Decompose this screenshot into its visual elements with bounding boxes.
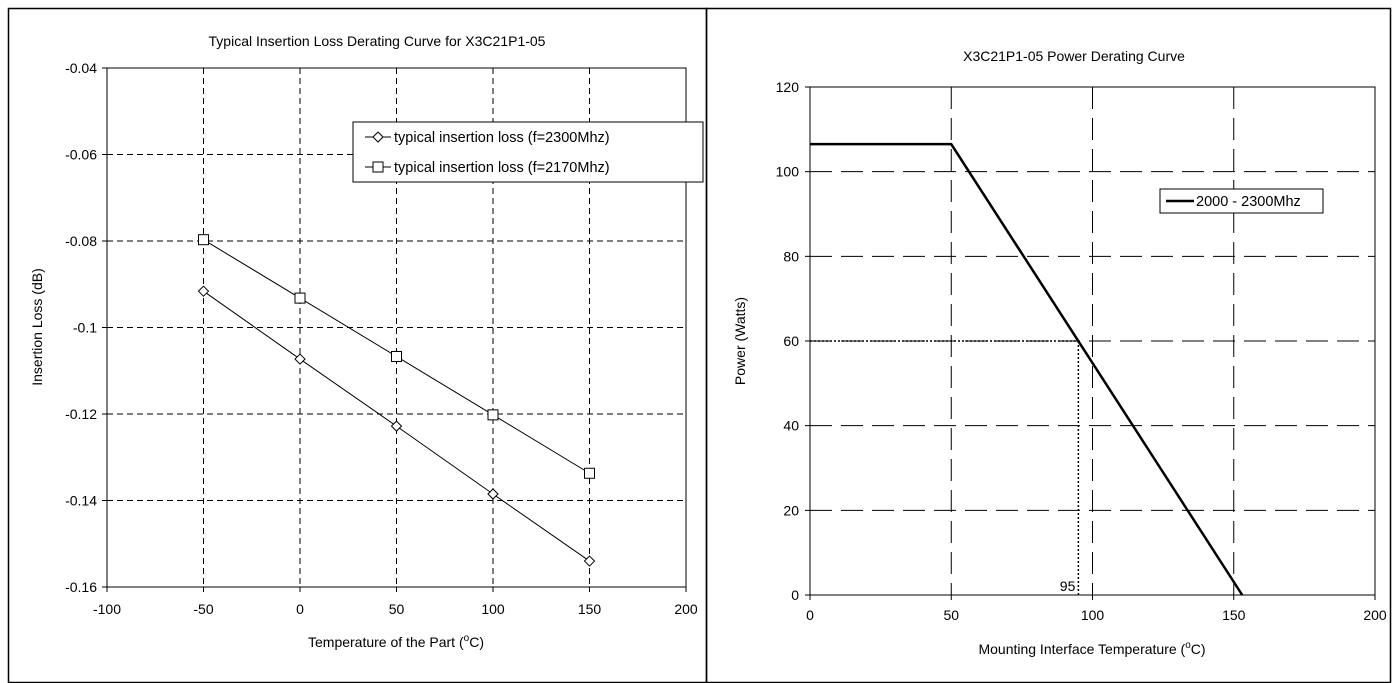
power-derating-chart: X3C21P1-05 Power Derating Curve 120 100 80… — [732, 48, 1387, 657]
x-tick-label: -50 — [193, 601, 213, 617]
x-tick-label: 100 — [1081, 607, 1105, 623]
legend-label: typical insertion loss (f=2170Mhz) — [394, 160, 610, 176]
y-tick-label: 20 — [783, 502, 799, 518]
diamond-marker-icon — [372, 131, 384, 143]
grid-lines — [810, 87, 1375, 595]
chart-title: X3C21P1-05 Power Derating Curve — [963, 48, 1185, 64]
x-tick-label: 50 — [943, 607, 959, 623]
x-tick-label: 0 — [296, 601, 304, 617]
y-tick-label: -0.12 — [65, 406, 97, 422]
x-tick-label: 0 — [806, 607, 814, 623]
right-chart-frame — [705, 7, 1392, 683]
annotation-label: 95 — [1060, 578, 1076, 594]
legend-label: 2000 - 2300Mhz — [1196, 194, 1301, 210]
y-tick-label: 60 — [783, 333, 799, 349]
y-tick-label: 120 — [776, 79, 800, 95]
data-point-diamond — [583, 555, 596, 567]
legend-label: typical insertion loss (f=2300Mhz) — [394, 130, 610, 146]
square-marker-icon — [372, 161, 384, 173]
y-axis-label: Insertion Loss (dB) — [29, 268, 45, 386]
data-point-square — [391, 350, 402, 362]
x-tick-label: 200 — [1363, 607, 1387, 623]
y-tick-label: 100 — [776, 164, 800, 180]
x-tick-label: 100 — [481, 601, 505, 617]
legend-box — [352, 121, 704, 183]
data-point-diamond — [294, 353, 306, 365]
y-tick-labels: 120 100 80 60 40 20 0 — [776, 79, 810, 603]
data-point-square — [198, 234, 209, 246]
y-tick-label: -0.06 — [65, 147, 97, 163]
x-tick-label: 150 — [1222, 607, 1246, 623]
x-tick-label: 50 — [389, 601, 405, 617]
legend: typical insertion loss (f=2300Mhz) typic… — [352, 121, 704, 183]
x-tick-labels: -100 -50 0 50 100 150 200 — [93, 587, 698, 617]
y-tick-label: -0.16 — [65, 579, 97, 595]
data-point-square — [584, 467, 595, 479]
y-tick-label: 40 — [783, 418, 799, 434]
data-point-diamond — [197, 285, 210, 297]
data-point-square — [487, 409, 499, 421]
data-point-square — [294, 292, 306, 304]
legend-entry-2170: typical insertion loss (f=2170Mhz) — [365, 160, 610, 176]
series-group — [810, 142, 1244, 596]
x-axis-label: Temperature of the Part (oC) — [308, 633, 484, 650]
y-tick-label: -0.1 — [73, 320, 97, 336]
chart-title: Typical Insertion Loss Derating Curve fo… — [209, 33, 546, 49]
series-line-1 — [810, 142, 1244, 596]
y-axis-label: Power (Watts) — [732, 297, 748, 385]
x-tick-label: 200 — [674, 601, 698, 617]
left-chart-frame — [7, 7, 708, 683]
x-tick-label: -100 — [93, 601, 121, 617]
y-tick-label: 0 — [791, 587, 799, 603]
data-point-diamond — [390, 420, 403, 432]
insertion-loss-chart: Typical Insertion Loss Derating Curve fo… — [29, 33, 704, 650]
x-tick-labels: 0 50 100 150 200 — [806, 595, 1387, 623]
x-axis-label: Mounting Interface Temperature (oC) — [978, 640, 1205, 657]
annotation-group: 95 — [810, 340, 1080, 595]
data-point-diamond — [487, 488, 499, 500]
legend-entry-2300: typical insertion loss (f=2300Mhz) — [365, 130, 610, 146]
legend: 2000 - 2300Mhz — [1159, 188, 1324, 214]
y-tick-labels: -0.04 -0.06 -0.08 -0.1 -0.12 -0.14 -0.16 — [65, 60, 107, 595]
y-tick-label: -0.08 — [65, 233, 97, 249]
x-tick-label: 150 — [578, 601, 602, 617]
y-tick-label: -0.14 — [65, 493, 97, 509]
y-tick-label: -0.04 — [65, 60, 97, 76]
series-group — [197, 234, 596, 567]
y-tick-label: 80 — [783, 248, 799, 264]
